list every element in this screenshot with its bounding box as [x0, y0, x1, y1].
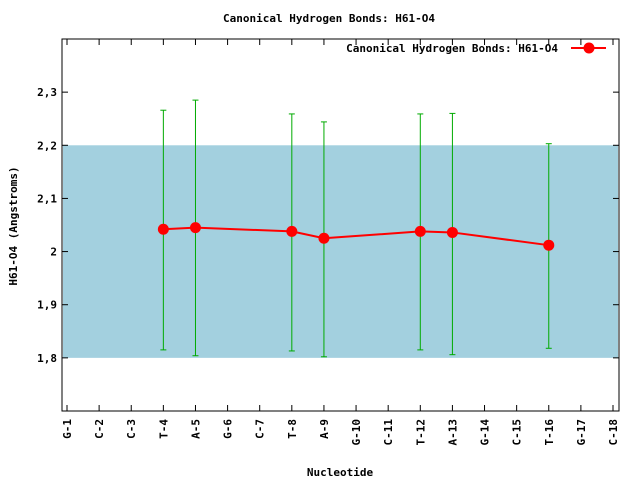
- x-tick-label: C-18: [607, 419, 620, 446]
- y-tick-label: 1,9: [37, 299, 57, 312]
- data-point: [446, 226, 458, 238]
- x-tick-label: A-5: [189, 419, 202, 439]
- x-tick-label: C-15: [511, 419, 524, 446]
- data-point: [318, 232, 330, 244]
- plot-frame: [61, 38, 620, 412]
- legend: Canonical Hydrogen Bonds: H61-O4: [346, 42, 606, 55]
- x-tick-label: G-6: [222, 419, 235, 439]
- legend-label: Canonical Hydrogen Bonds: H61-O4: [346, 42, 558, 55]
- x-tick-label: G-17: [575, 419, 588, 446]
- x-tick-label: G-1: [61, 419, 74, 439]
- reference-band: [63, 145, 618, 358]
- data-point: [414, 225, 426, 237]
- y-axis-ticks: 1,8 1,9 2 2,1 2,2 2,3: [37, 86, 619, 365]
- data-point: [189, 222, 201, 234]
- y-tick-label: 2,1: [37, 192, 57, 205]
- legend-marker: [583, 42, 595, 54]
- x-tick-label: T-8: [286, 419, 299, 439]
- y-tick-label: 2,3: [37, 86, 57, 99]
- y-tick-label: 2: [50, 246, 57, 259]
- x-tick-label: C-3: [125, 419, 138, 439]
- x-tick-label: C-2: [93, 419, 106, 439]
- x-tick-label: C-7: [254, 419, 267, 439]
- x-tick-label: A-13: [446, 419, 459, 446]
- series-markers: [157, 222, 555, 251]
- y-axis-label: H61-O4 (Angstroms): [7, 166, 20, 285]
- x-axis-ticks: G-1 C-2 C-3 T-4 A-5 G-6 C-7 T-8 A-9 G-10 C-11 T-12 A…: [61, 39, 620, 446]
- x-tick-label: A-9: [318, 419, 331, 439]
- x-tick-label: T-12: [414, 419, 427, 446]
- y-tick-label: 2,2: [37, 139, 57, 152]
- x-axis-label: Nucleotide: [307, 466, 374, 479]
- data-point: [543, 239, 555, 251]
- data-point: [157, 223, 169, 235]
- chart-title: Canonical Hydrogen Bonds: H61-O4: [223, 12, 435, 25]
- y-tick-label: 1,8: [37, 352, 57, 365]
- x-tick-label: T-4: [157, 419, 170, 439]
- data-point: [286, 225, 298, 237]
- x-tick-label: C-11: [382, 419, 395, 446]
- x-tick-label: G-14: [479, 419, 492, 446]
- x-tick-label: G-10: [350, 419, 363, 446]
- x-tick-label: T-16: [543, 419, 556, 446]
